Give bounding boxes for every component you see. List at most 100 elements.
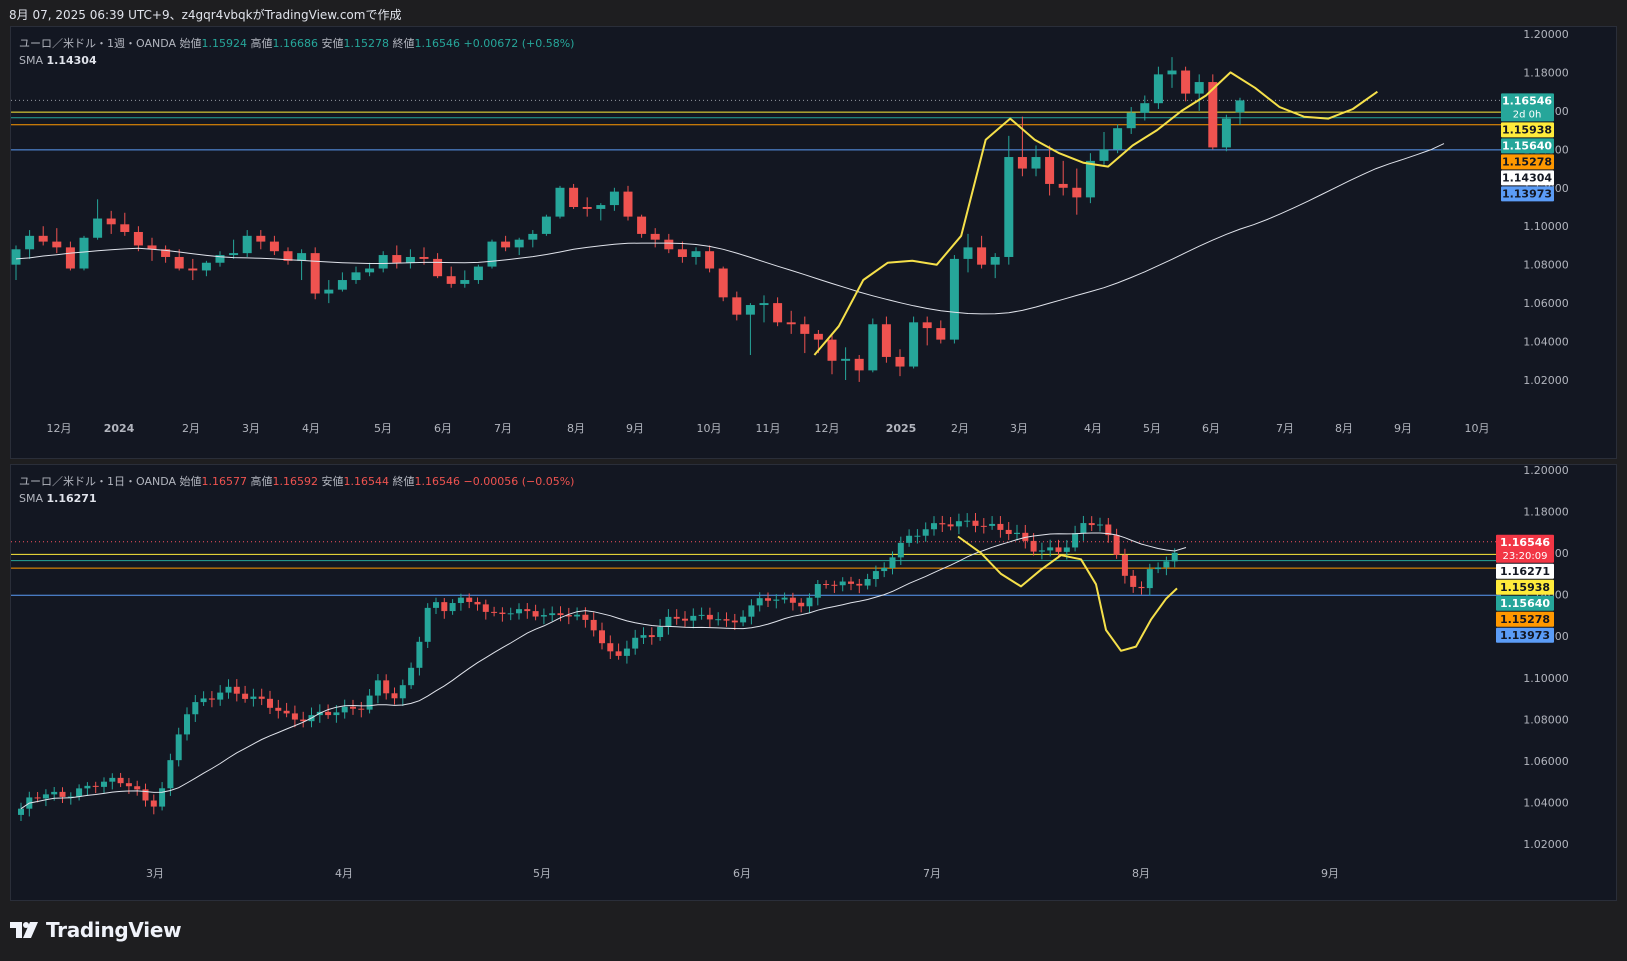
weekly-x-tick: 2月 xyxy=(182,422,200,435)
daily-candle-body xyxy=(607,643,614,652)
weekly-candle-body xyxy=(201,262,211,271)
weekly-candle-body xyxy=(963,247,973,259)
daily-candle-body xyxy=(823,584,830,586)
daily-sma-value: 1.16271 xyxy=(46,492,97,505)
weekly-candle-body xyxy=(283,251,293,261)
weekly-x-tick: 11月 xyxy=(756,422,781,435)
daily-candle-body xyxy=(1047,547,1054,551)
weekly-x-tick: 7月 xyxy=(1276,422,1294,435)
weekly-sma-line xyxy=(15,143,1445,315)
daily-candle-body xyxy=(657,626,664,638)
daily-candle-body xyxy=(474,601,481,605)
weekly-low-label: 安値 xyxy=(321,37,344,50)
daily-price-tag-bg xyxy=(1496,579,1554,595)
daily-candle-body xyxy=(789,597,796,603)
weekly-candle-body xyxy=(936,328,946,340)
weekly-x-tick: 10月 xyxy=(697,422,722,435)
weekly-candle-body xyxy=(1031,157,1041,169)
daily-y-tick: 1.08000 xyxy=(1523,713,1569,726)
weekly-candle-body xyxy=(52,241,62,248)
weekly-y-tick: 1.08000 xyxy=(1523,259,1569,272)
daily-candle-body xyxy=(914,535,921,537)
weekly-candle-body xyxy=(541,216,551,234)
weekly-x-tick: 8月 xyxy=(1335,422,1353,435)
daily-symbol[interactable]: ユーロ／米ドル・1日・OANDA xyxy=(19,475,177,488)
weekly-chart-pane[interactable]: 1.200001.180001.160001.140001.120001.100… xyxy=(10,26,1617,459)
weekly-candle-body xyxy=(990,256,1000,265)
weekly-price-tag-bg xyxy=(1501,154,1554,170)
daily-price-tag-bg xyxy=(1496,627,1554,643)
daily-candle-body xyxy=(773,599,780,601)
daily-y-tick: 1.02000 xyxy=(1523,838,1569,851)
daily-legend: ユーロ／米ドル・1日・OANDA 始値1.16577 高値1.16592 安値1… xyxy=(19,473,574,507)
daily-price-tag-text: 1.16546 xyxy=(1500,536,1550,549)
weekly-candle-body xyxy=(242,235,252,254)
daily-candle-body xyxy=(972,520,979,526)
daily-candle-body xyxy=(1063,547,1070,552)
daily-candle-body xyxy=(491,611,498,613)
daily-candle-body xyxy=(872,571,879,580)
daily-candle-body xyxy=(258,696,265,699)
daily-candle-body xyxy=(599,630,605,644)
weekly-x-tick: 2024 xyxy=(104,422,135,435)
weekly-candle-body xyxy=(324,289,334,294)
weekly-price-tag-text: 1.15938 xyxy=(1502,123,1552,136)
weekly-candle-body xyxy=(106,218,116,225)
weekly-candle-body xyxy=(487,241,497,267)
weekly-ohlc-row: ユーロ／米ドル・1週・OANDA 始値1.15924 高値1.16686 安値1… xyxy=(19,35,574,52)
daily-candle-body xyxy=(947,524,954,527)
weekly-sma-row: SMA 1.14304 xyxy=(19,52,574,69)
weekly-x-tick: 7月 xyxy=(494,422,512,435)
daily-high-label: 高値 xyxy=(250,475,273,488)
daily-candle-body xyxy=(383,680,390,694)
daily-sma-label[interactable]: SMA xyxy=(19,492,43,505)
tradingview-logo[interactable]: TradingView xyxy=(10,918,182,942)
weekly-candle-body xyxy=(1194,82,1204,94)
weekly-candle-body xyxy=(1058,183,1068,188)
daily-candle-body xyxy=(632,637,639,649)
daily-candle-body xyxy=(731,620,738,623)
weekly-candle-body xyxy=(1099,149,1109,161)
weekly-candle-body xyxy=(473,266,483,281)
daily-chart-pane[interactable]: 1.200001.180001.160001.140001.120001.100… xyxy=(10,464,1617,901)
daily-candle-body xyxy=(200,698,207,703)
daily-candle-body xyxy=(1121,554,1128,576)
daily-price-tag-bg xyxy=(1496,534,1554,563)
weekly-symbol[interactable]: ユーロ／米ドル・1週・OANDA xyxy=(19,37,177,50)
daily-hand-drawn-path xyxy=(957,535,1178,652)
daily-candle-body xyxy=(482,604,489,612)
daily-candle-body xyxy=(84,785,91,789)
weekly-x-tick: 9月 xyxy=(626,422,644,435)
weekly-candle-body xyxy=(351,272,361,281)
daily-x-tick: 9月 xyxy=(1321,867,1339,880)
daily-candle-body xyxy=(640,635,647,638)
weekly-candle-body xyxy=(528,233,538,240)
daily-y-tick: 1.04000 xyxy=(1523,796,1569,809)
weekly-x-tick: 3月 xyxy=(1010,422,1028,435)
weekly-chart-canvas[interactable]: 1.200001.180001.160001.140001.120001.100… xyxy=(11,27,1616,458)
daily-candle-body xyxy=(457,597,464,604)
daily-candle-body xyxy=(18,808,24,815)
daily-low: 1.16544 xyxy=(343,475,390,488)
daily-candle-body xyxy=(76,788,83,797)
tradingview-logo-icon xyxy=(10,922,38,938)
daily-candle-body xyxy=(906,535,913,543)
daily-open: 1.16577 xyxy=(201,475,248,488)
weekly-sma-label[interactable]: SMA xyxy=(19,54,43,67)
weekly-candle-body xyxy=(1140,103,1150,113)
daily-chart-canvas[interactable]: 1.200001.180001.160001.140001.120001.100… xyxy=(11,465,1616,900)
daily-candle-body xyxy=(159,788,166,807)
daily-candle-body xyxy=(1155,567,1162,570)
daily-candle-body xyxy=(690,615,697,621)
daily-candle-body xyxy=(1163,561,1170,568)
weekly-sma-value: 1.14304 xyxy=(46,54,97,67)
weekly-candle-body xyxy=(1126,112,1136,129)
weekly-candle-body xyxy=(1017,157,1027,169)
daily-candle-body xyxy=(839,581,846,586)
weekly-price-tag-bg xyxy=(1501,122,1554,138)
weekly-price-tag-bg xyxy=(1501,186,1554,202)
daily-candle-body xyxy=(1072,533,1079,548)
daily-candle-body xyxy=(142,789,149,801)
daily-candle-body xyxy=(117,777,124,784)
weekly-candle-body xyxy=(909,322,919,367)
